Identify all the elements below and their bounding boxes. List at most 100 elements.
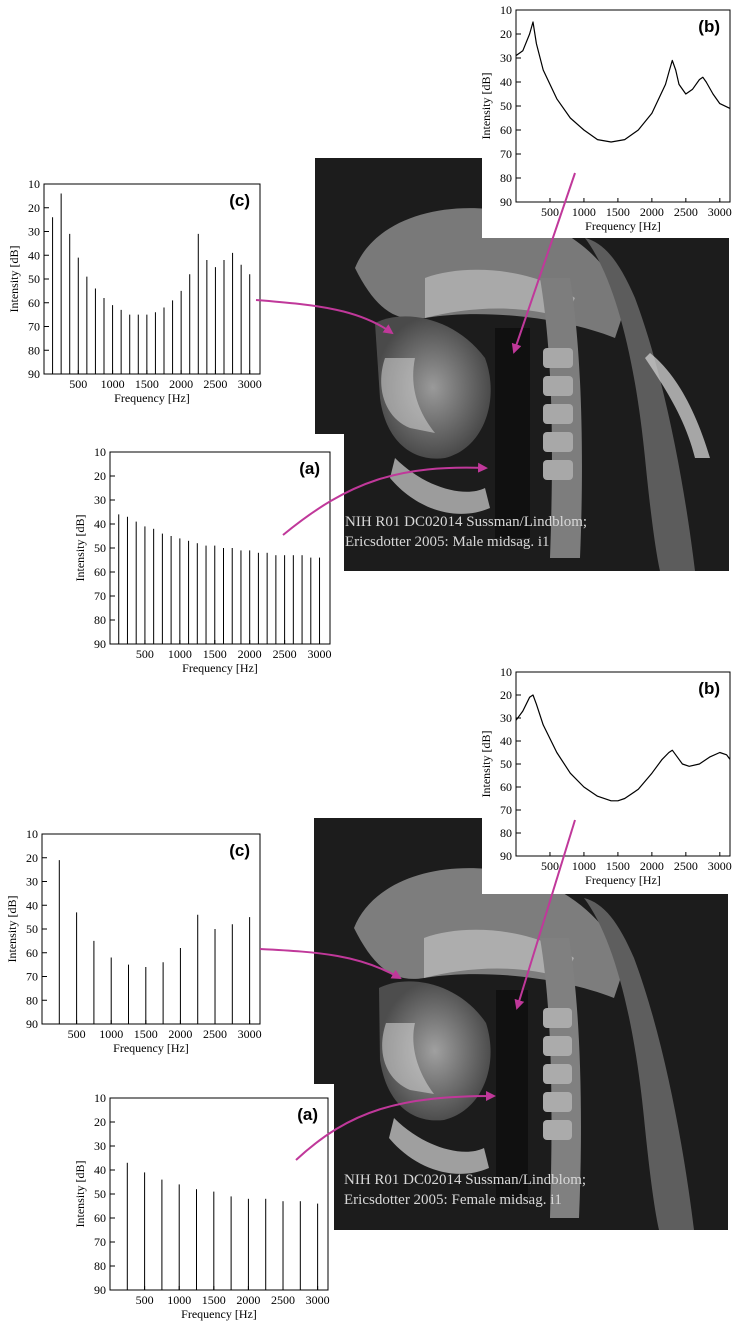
y-tick-label: 90 [26,1017,38,1031]
y-tick-label: 80 [28,343,40,357]
x-tick-label: 1000 [167,1293,191,1307]
x-tick-label: 500 [136,647,154,661]
x-tick-label: 3000 [708,205,732,219]
x-tick-label: 500 [68,1027,86,1041]
y-tick-label: 60 [94,565,106,579]
mri-caption-line: NIH R01 DC02014 Sussman/Lindblom; [344,1172,587,1188]
mri-caption-line: NIH R01 DC02014 Sussman/Lindblom; [345,514,588,530]
x-tick-label: 2000 [168,1027,192,1041]
x-tick-label: 1000 [572,205,596,219]
chart-male-b: 10 20 30 40 50 60 70 80 90 500 1000 1500 2000 2500 300… [479,3,732,233]
y-tick-label: 40 [28,248,40,262]
panel-label: (c) [229,841,250,860]
x-tick-label: 1000 [572,859,596,873]
chart-female-b: 10 20 30 40 50 60 70 80 90 500 1000 1500 2000 2500 300… [479,665,732,887]
y-tick-label: 20 [94,469,106,483]
y-tick-label: 90 [28,367,40,381]
x-tick-label: 1500 [135,377,159,391]
y-tick-label: 90 [94,637,106,651]
y-axis-label: Intensity [dB] [73,1161,87,1228]
y-tick-label: 60 [26,946,38,960]
y-tick-label: 70 [500,147,512,161]
x-tick-label: 1000 [101,377,125,391]
x-tick-label: 2500 [674,859,698,873]
y-tick-label: 90 [94,1283,106,1297]
y-tick-label: 70 [94,1235,106,1249]
panel-label: (a) [299,459,320,478]
y-tick-label: 50 [28,272,40,286]
x-axis-label: Frequency [Hz] [182,661,258,675]
y-tick-label: 10 [94,445,106,459]
x-tick-label: 500 [69,377,87,391]
y-tick-label: 60 [500,780,512,794]
panel-label: (b) [698,679,720,698]
x-tick-label: 1500 [134,1027,158,1041]
x-tick-label: 2500 [273,647,297,661]
y-tick-label: 20 [500,688,512,702]
y-tick-label: 30 [500,51,512,65]
x-tick-label: 2000 [640,859,664,873]
y-tick-label: 20 [94,1115,106,1129]
y-axis-label: Intensity [dB] [7,246,21,313]
panel-male-a: 10 20 30 40 50 60 70 80 90 500 1000 1500 2000 2500 300… [66,434,344,684]
y-axis-label: Intensity [dB] [479,731,493,798]
mri-caption-female: NIH R01 DC02014 Sussman/Lindblom; Ericsd… [344,1170,586,1210]
chart-female-a: 10 20 30 40 50 60 70 80 90 500 1000 1500 2000 2500 300… [73,1091,330,1321]
y-tick-label: 70 [26,970,38,984]
x-tick-label: 3000 [308,647,332,661]
y-tick-label: 30 [94,1139,106,1153]
y-tick-label: 50 [500,757,512,771]
x-axis-label: Frequency [Hz] [113,1041,189,1055]
mri-caption-line: Ericsdotter 2005: Female midsag. i1 [344,1192,562,1208]
y-tick-label: 40 [500,734,512,748]
x-tick-label: 2000 [640,205,664,219]
x-tick-label: 1500 [202,1293,226,1307]
x-axis-label: Frequency [Hz] [585,219,661,233]
y-tick-label: 30 [26,875,38,889]
y-tick-label: 80 [500,826,512,840]
y-tick-label: 80 [500,171,512,185]
y-tick-label: 10 [500,3,512,17]
x-tick-label: 2000 [236,1293,260,1307]
y-axis-label: Intensity [dB] [73,515,87,582]
x-tick-label: 1500 [606,859,630,873]
x-tick-label: 500 [541,205,559,219]
x-tick-label: 1000 [99,1027,123,1041]
plot-frame [109,1097,329,1291]
y-tick-label: 40 [94,517,106,531]
y-tick-label: 50 [26,922,38,936]
y-axis-label: Intensity [dB] [5,896,19,963]
y-tick-label: 40 [94,1163,106,1177]
x-tick-label: 3000 [708,859,732,873]
y-tick-label: 90 [500,849,512,863]
y-tick-label: 20 [26,851,38,865]
y-tick-label: 30 [94,493,106,507]
y-tick-label: 30 [500,711,512,725]
x-axis-label: Frequency [Hz] [585,873,661,887]
x-tick-label: 500 [136,1293,154,1307]
y-tick-label: 10 [26,827,38,841]
panel-female-c: 10 20 30 40 50 60 70 80 90 500 1000 1500 2000 2500 300… [0,818,266,1064]
panel-label: (b) [698,17,720,36]
y-tick-label: 60 [94,1211,106,1225]
y-tick-label: 80 [26,993,38,1007]
chart-female-c: 10 20 30 40 50 60 70 80 90 500 1000 1500 2000 2500 300… [5,827,262,1055]
x-tick-label: 2000 [238,647,262,661]
x-tick-label: 3000 [238,377,262,391]
y-tick-label: 60 [28,296,40,310]
y-tick-label: 70 [500,803,512,817]
x-axis-label: Frequency [Hz] [114,391,190,405]
x-tick-label: 2500 [271,1293,295,1307]
y-tick-label: 50 [94,541,106,555]
y-tick-label: 70 [28,320,40,334]
mri-caption-male: NIH R01 DC02014 Sussman/Lindblom; Ericsd… [345,512,587,552]
x-tick-label: 2500 [203,377,227,391]
chart-male-a: 10 20 30 40 50 60 70 80 90 500 1000 1500 2000 2500 300… [73,445,332,675]
panel-male-c: 10 20 30 40 50 60 70 80 90 500 1000 1500 2000 2500 300… [0,172,268,412]
y-axis-label: Intensity [dB] [479,73,493,140]
x-tick-label: 1500 [203,647,227,661]
y-tick-label: 40 [26,898,38,912]
plot-frame [41,833,261,1025]
y-tick-label: 80 [94,1259,106,1273]
y-tick-label: 20 [500,27,512,41]
